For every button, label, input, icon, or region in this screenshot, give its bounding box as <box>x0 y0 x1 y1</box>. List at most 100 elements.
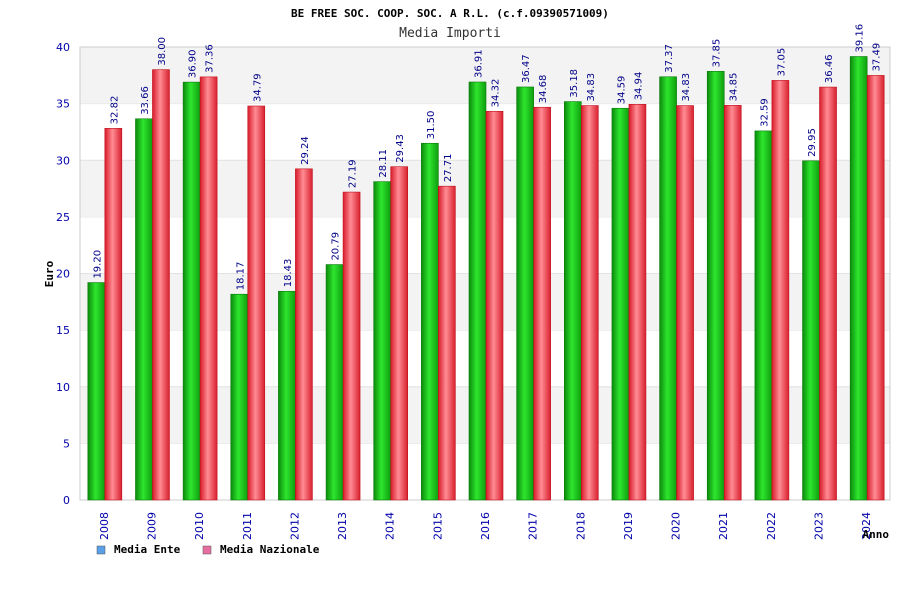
y-tick-label: 35 <box>56 98 70 111</box>
value-label-media-nazionale: 34.68 <box>538 75 549 104</box>
x-tick-label: 2016 <box>479 512 492 540</box>
bar-media-nazionale <box>819 86 837 501</box>
legend-swatch-media-nazionale <box>202 545 212 555</box>
x-tick-label: 2013 <box>336 512 349 540</box>
x-axis-label: Anno <box>863 528 890 541</box>
bar-media-ente <box>706 71 725 501</box>
y-tick-label: 20 <box>56 268 70 281</box>
value-label-media-nazionale: 38.00 <box>157 37 168 66</box>
value-label-media-nazionale: 37.05 <box>776 48 787 77</box>
x-tick-label: 2010 <box>193 512 206 540</box>
legend-swatch-media-ente <box>96 545 106 555</box>
bar-media-ente <box>563 101 582 501</box>
x-tick-label: 2020 <box>670 512 683 540</box>
value-label-media-nazionale: 29.24 <box>300 136 311 165</box>
value-label-media-nazionale: 34.94 <box>633 72 644 101</box>
x-tick-label: 2008 <box>98 512 111 540</box>
x-tick-label: 2021 <box>717 512 730 540</box>
value-label-media-nazionale: 27.71 <box>443 154 454 183</box>
value-label-media-ente: 18.43 <box>283 259 294 288</box>
value-label-media-ente: 28.11 <box>378 149 389 178</box>
bar-media-ente <box>373 181 392 501</box>
value-label-media-nazionale: 34.32 <box>491 79 502 108</box>
y-tick-label: 15 <box>56 324 70 337</box>
bar-media-nazionale <box>152 69 170 501</box>
value-label-media-nazionale: 27.19 <box>348 159 359 188</box>
x-axis-ticks: 2008 2009 2010 2011 2012 2013 2014 2015 2016 2017… <box>98 512 873 540</box>
bar-media-nazionale <box>342 191 361 501</box>
value-label-media-nazionale: 34.79 <box>252 73 263 102</box>
bar-media-nazionale <box>390 166 409 501</box>
y-axis-ticks: 0 5 10 15 20 25 30 35 40 <box>56 41 70 507</box>
value-label-media-ente: 34.59 <box>616 76 627 105</box>
bar-media-nazionale <box>199 76 218 501</box>
bar-media-nazionale <box>628 104 647 501</box>
bar-media-nazionale <box>533 106 551 501</box>
x-tick-label: 2009 <box>145 512 158 540</box>
x-tick-label: 2012 <box>288 512 301 540</box>
y-tick-label: 0 <box>63 494 70 507</box>
bar-media-nazionale <box>247 105 266 501</box>
bar-media-nazionale <box>771 80 790 501</box>
bar-media-ente <box>802 160 820 501</box>
x-tick-label: 2017 <box>527 512 540 540</box>
value-label-media-ente: 39.16 <box>855 24 866 53</box>
x-tick-label: 2015 <box>431 512 444 540</box>
bar-media-nazionale <box>438 185 456 501</box>
legend-label-media-nazionale: Media Nazionale <box>220 543 320 556</box>
value-label-media-ente: 33.66 <box>140 86 151 115</box>
value-label-media-ente: 36.90 <box>188 49 199 78</box>
bar-media-ente <box>849 56 868 501</box>
value-label-media-nazionale: 37.49 <box>872 43 883 72</box>
bars-layer <box>87 56 885 501</box>
value-label-media-nazionale: 29.43 <box>395 134 406 163</box>
y-tick-label: 5 <box>63 437 70 450</box>
value-label-media-ente: 19.20 <box>92 250 103 279</box>
bar-media-ente <box>182 81 201 501</box>
y-axis-label: Euro <box>43 260 56 287</box>
bar-media-nazionale <box>580 105 599 501</box>
bar-media-ente <box>278 290 296 501</box>
y-tick-label: 10 <box>56 381 70 394</box>
value-label-media-ente: 32.59 <box>759 98 770 127</box>
x-tick-label: 2022 <box>765 512 778 540</box>
value-label-media-ente: 35.18 <box>569 69 580 98</box>
legend: Media Ente Media Nazionale <box>96 543 320 556</box>
value-label-media-ente: 18.17 <box>235 262 246 291</box>
bar-media-nazionale <box>866 75 885 501</box>
chart-title: BE FREE SOC. COOP. SOC. A R.L. (c.f.0939… <box>291 7 609 20</box>
value-label-media-nazionale: 34.83 <box>586 73 597 102</box>
chart-subtitle: Media Importi <box>399 26 501 41</box>
bar-media-ente <box>325 264 344 501</box>
value-label-media-ente: 36.47 <box>521 54 532 83</box>
value-labels-layer: 19.20 32.82 33.66 38.00 36.90 37.36 18.17 34.79… <box>92 24 882 290</box>
value-label-media-nazionale: 37.36 <box>205 44 216 73</box>
value-label-media-nazionale: 36.46 <box>824 54 835 83</box>
bar-media-ente <box>135 118 153 501</box>
y-tick-label: 25 <box>56 211 70 224</box>
value-label-media-ente: 29.95 <box>807 128 818 157</box>
legend-label-media-ente: Media Ente <box>114 543 181 556</box>
x-tick-label: 2014 <box>384 512 397 540</box>
bar-media-ente <box>516 86 534 501</box>
x-tick-label: 2011 <box>241 512 254 540</box>
value-label-media-nazionale: 34.83 <box>681 73 692 102</box>
value-label-media-ente: 31.50 <box>426 111 437 140</box>
x-tick-label: 2018 <box>574 512 587 540</box>
x-tick-label: 2024 <box>860 512 873 540</box>
bar-media-nazionale <box>676 105 694 501</box>
x-tick-label: 2023 <box>813 512 826 540</box>
bar-media-nazionale <box>295 168 313 501</box>
value-label-media-ente: 37.37 <box>664 44 675 73</box>
value-label-media-ente: 20.79 <box>331 232 342 261</box>
bar-media-nazionale <box>104 128 123 501</box>
bar-media-ente <box>87 282 106 501</box>
bar-media-ente <box>754 130 773 501</box>
bar-media-nazionale <box>485 111 504 501</box>
bar-media-ente <box>468 81 487 501</box>
value-label-media-ente: 36.91 <box>474 49 485 78</box>
bar-media-nazionale <box>723 105 742 501</box>
y-tick-label: 40 <box>56 41 70 54</box>
